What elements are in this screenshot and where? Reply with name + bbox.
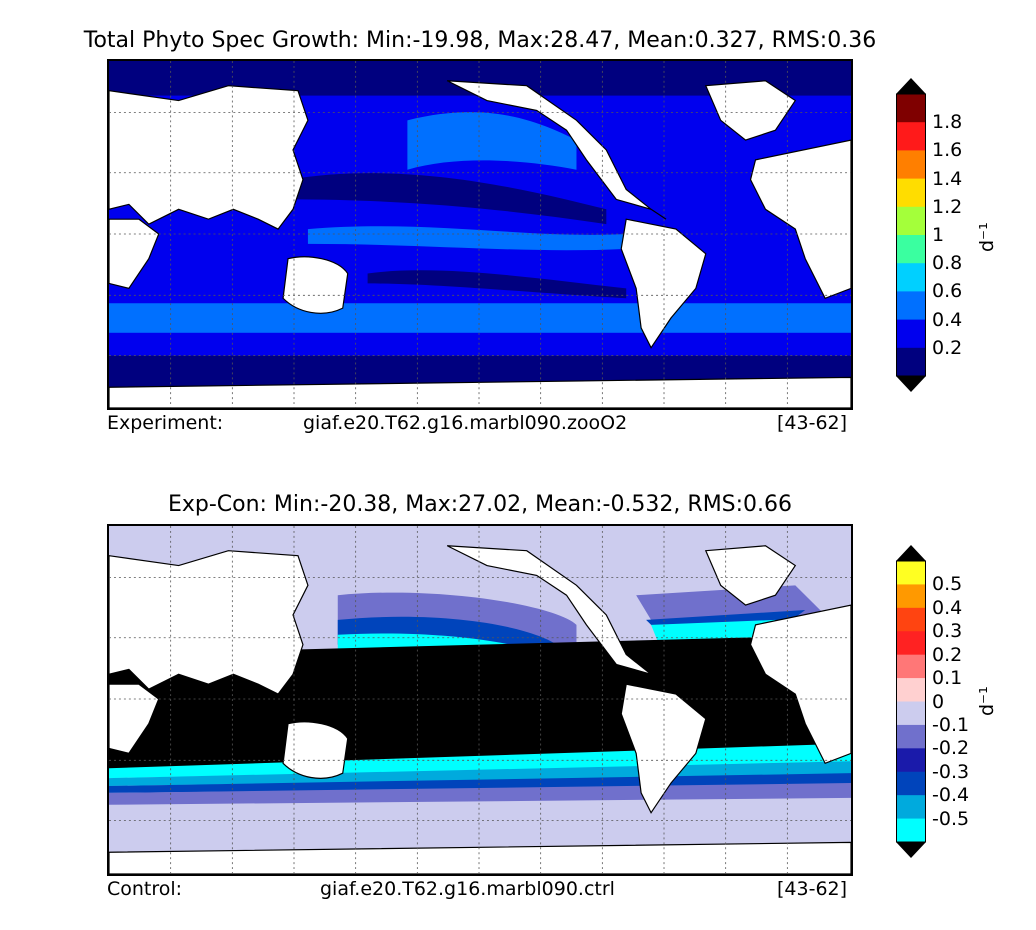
panel2-colorbar-segment bbox=[896, 607, 926, 632]
panel2-colorbar-under-arrow bbox=[896, 842, 926, 858]
panel2-colorbar bbox=[896, 545, 926, 858]
panel2-colorbar-segment bbox=[896, 724, 926, 749]
panel2-colorbar-segment bbox=[896, 678, 926, 702]
panel1-colorbar-tick-label: 1 bbox=[932, 224, 945, 246]
panel2-colorbar-unit: d⁻¹ bbox=[976, 686, 998, 716]
panel2-colorbar-tick-label: -0.1 bbox=[932, 713, 970, 736]
panel1-footer-center: giaf.e20.T62.g16.marbl090.zooO2 bbox=[303, 412, 628, 434]
panel2-colorbar-segment bbox=[896, 561, 926, 585]
panel1-colorbar-segment bbox=[896, 235, 926, 264]
panel2-colorbar-tick-label: 0.5 bbox=[932, 573, 963, 596]
panel2-colorbar-tick-label: -0.4 bbox=[932, 784, 970, 807]
australia bbox=[282, 256, 349, 314]
panel1-colorbar bbox=[896, 78, 926, 392]
panel1-colorbar-segment bbox=[896, 319, 926, 349]
panel2-colorbar-tick-label: 0.2 bbox=[932, 643, 963, 666]
land2 bbox=[109, 545, 851, 874]
panel2-colorbar-tick-label: 0.3 bbox=[932, 620, 963, 643]
panel1-colorbar-segment bbox=[896, 347, 926, 377]
panel2-colorbar-segment bbox=[896, 631, 926, 656]
panel1-colorbar-tick-label: 1.2 bbox=[932, 195, 963, 218]
panel1-title: Total Phyto Spec Growth: Min:-19.98, Max… bbox=[83, 28, 877, 53]
land bbox=[109, 80, 851, 408]
panel2-colorbar-tick-label: -0.2 bbox=[932, 737, 970, 760]
panel1-colorbar-tick-label: 1.4 bbox=[932, 167, 963, 190]
graticule bbox=[109, 61, 851, 408]
npac-low bbox=[288, 173, 607, 225]
southern-band-1 bbox=[109, 303, 851, 333]
panel1-colorbar-tick-label: 0.8 bbox=[932, 252, 963, 275]
panel1-colorbar-segment bbox=[896, 263, 926, 292]
npac-band bbox=[407, 112, 577, 170]
panel2-colorbar-segment bbox=[896, 584, 926, 609]
greenland bbox=[704, 80, 797, 141]
north-america bbox=[446, 80, 667, 220]
panel1-colorbar-tick-label: 1.8 bbox=[932, 111, 963, 134]
spac-low bbox=[367, 270, 627, 299]
panel1-colorbar-segment bbox=[896, 150, 926, 180]
panel1-map bbox=[107, 59, 853, 410]
panel2-colorbar-segment bbox=[896, 654, 926, 679]
panel2-colorbar-tick-label: 0.1 bbox=[932, 667, 963, 690]
panel1-colorbar-segment bbox=[896, 206, 926, 236]
panel2-footer-left: Control: bbox=[107, 878, 183, 900]
panel2-colorbar-segment bbox=[896, 771, 926, 796]
panel2-title: Exp-Con: Min:-20.38, Max:27.02, Mean:-0.… bbox=[167, 492, 793, 517]
panel1-colorbar-segment bbox=[896, 94, 926, 123]
panel2-map bbox=[107, 524, 853, 876]
south-america bbox=[620, 218, 707, 349]
panel2-colorbar-tick-label: -0.3 bbox=[932, 760, 970, 783]
panel2-colorbar-tick-label: 0 bbox=[932, 690, 945, 713]
africa-east bbox=[109, 218, 160, 290]
panel1-colorbar-over-arrow bbox=[896, 78, 926, 94]
antarctica bbox=[109, 376, 851, 408]
panel2-map-svg bbox=[109, 526, 851, 874]
panel1-colorbar-segment bbox=[896, 291, 926, 321]
asia bbox=[109, 85, 309, 230]
panel1-footer-left: Experiment: bbox=[107, 412, 224, 434]
panel1-colorbar-segment bbox=[896, 178, 926, 208]
graticule2 bbox=[109, 526, 851, 874]
panel1-colorbar-unit: d⁻¹ bbox=[976, 222, 998, 252]
southern-band-2 bbox=[109, 332, 851, 356]
panel1-colorbar-tick-label: 1.6 bbox=[932, 139, 963, 162]
panel2-colorbar-segment bbox=[896, 818, 926, 843]
equatorial-band bbox=[307, 226, 627, 251]
panel2-colorbar-segment bbox=[896, 701, 926, 726]
panel1-colorbar-tick-label: 0.2 bbox=[932, 336, 963, 359]
europe-africa bbox=[749, 139, 851, 300]
panel1-footer-right: [43-62] bbox=[777, 412, 848, 434]
panel2-footer-right: [43-62] bbox=[777, 878, 848, 900]
panel2-footer-center: giaf.e20.T62.g16.marbl090.ctrl bbox=[320, 878, 615, 900]
panel2-colorbar-segment bbox=[896, 748, 926, 773]
panel2-colorbar-tick-label: -0.5 bbox=[932, 807, 970, 830]
panel2-colorbar-over-arrow bbox=[896, 545, 926, 561]
panel1-colorbar-tick-label: 0.6 bbox=[932, 280, 963, 303]
panel2-colorbar-tick-label: 0.4 bbox=[932, 596, 963, 619]
panel2-colorbar-segment bbox=[896, 795, 926, 820]
panel1-colorbar-under-arrow bbox=[896, 376, 926, 392]
panel1-colorbar-tick-label: 0.4 bbox=[932, 308, 963, 331]
panel1-map-svg bbox=[109, 61, 851, 408]
panel1-colorbar-segment bbox=[896, 122, 926, 151]
